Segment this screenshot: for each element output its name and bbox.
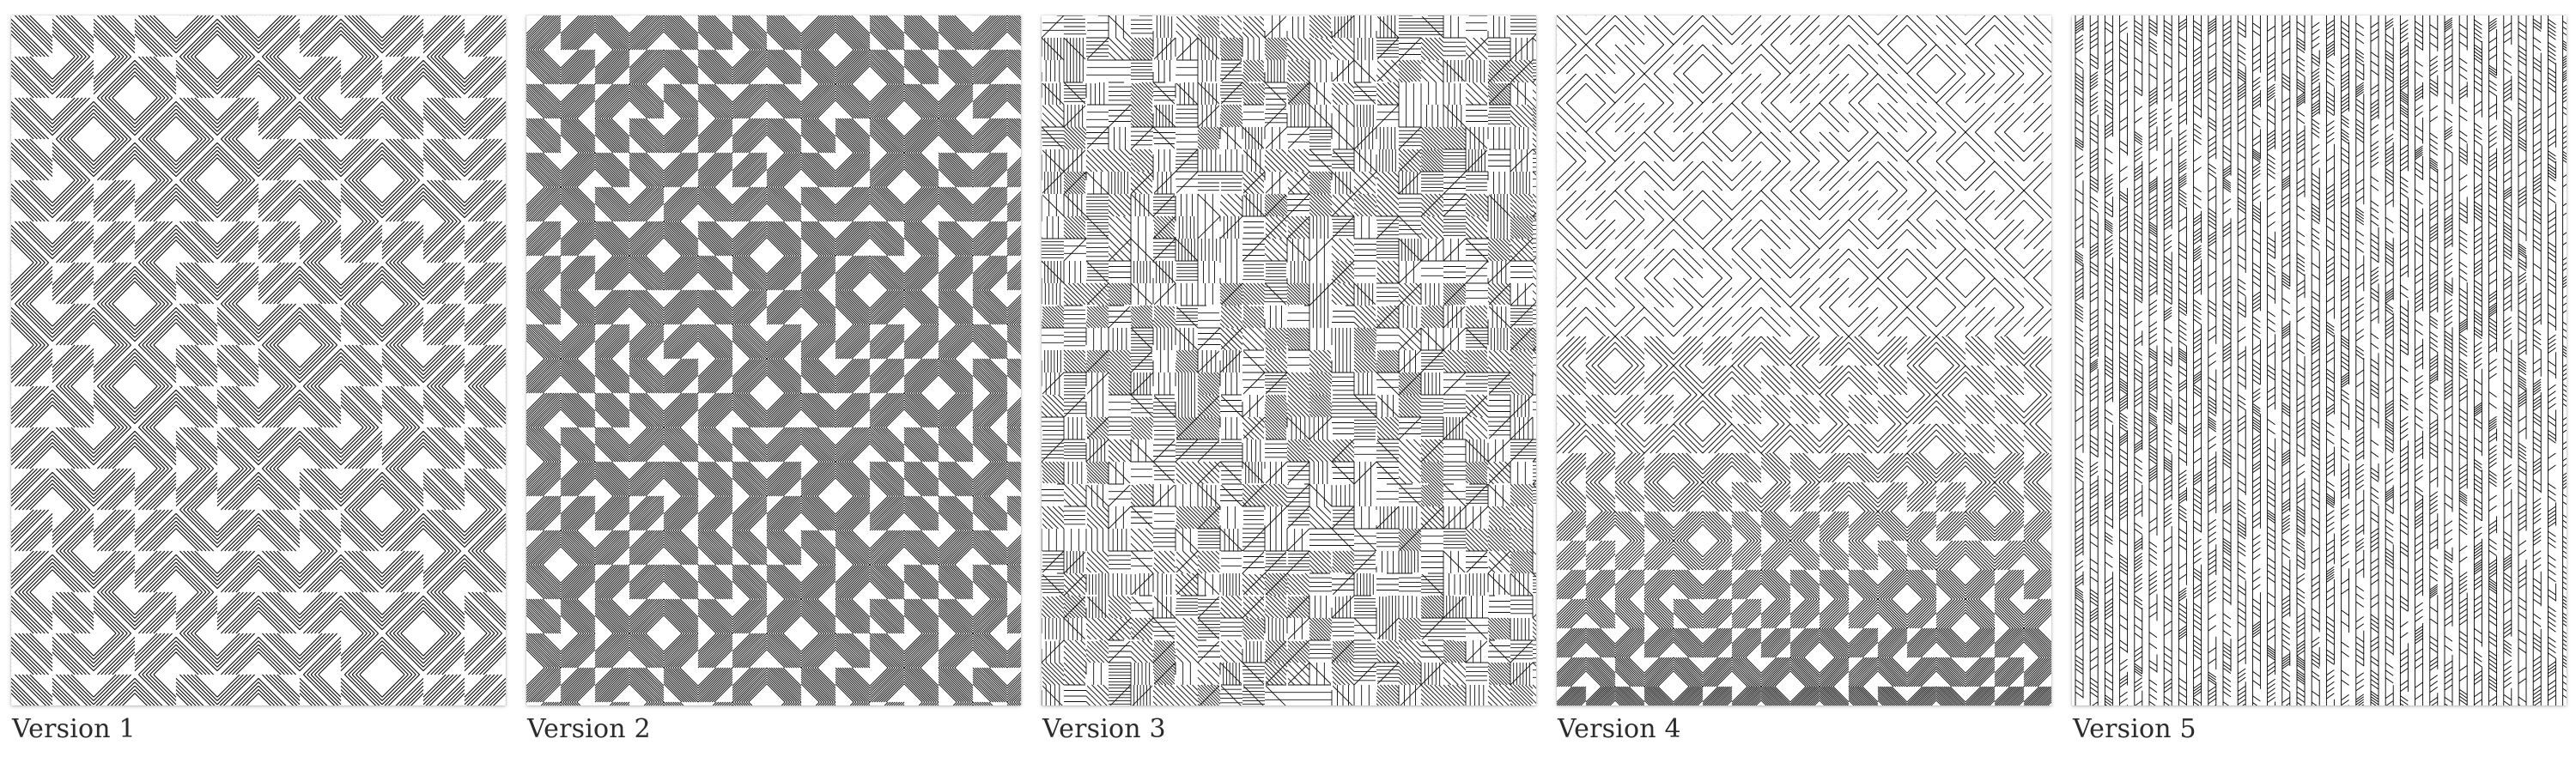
version-card-1[interactable]: Version 1: [0, 0, 515, 757]
maze-line: [526, 15, 1021, 706]
version-4-caption: Version 4: [1558, 714, 1681, 744]
maze-pattern-image: [2075, 15, 2567, 706]
version-3-artwork[interactable]: [1042, 15, 1536, 706]
maze-line: [1557, 15, 2051, 706]
version-1-artwork[interactable]: [11, 15, 506, 706]
version-card-4[interactable]: Version 4: [1546, 0, 2061, 757]
version-5-caption: Version 5: [2073, 714, 2196, 744]
maze-pattern-image: [1557, 15, 2051, 706]
maze-pattern-image: [526, 15, 1021, 706]
maze-line: [1042, 15, 1536, 706]
version-4-artwork[interactable]: [1557, 15, 2051, 706]
version-card-3[interactable]: Version 3: [1030, 0, 1546, 757]
maze-pattern-image: [1042, 15, 1536, 706]
version-2-caption: Version 2: [527, 714, 651, 744]
version-card-5[interactable]: Version 5: [2061, 0, 2576, 757]
version-card-2[interactable]: Version 2: [515, 0, 1030, 757]
version-1-caption: Version 1: [12, 714, 136, 744]
version-5-artwork[interactable]: [2072, 15, 2567, 706]
maze-line: [11, 15, 506, 706]
maze-pattern-image: [11, 15, 506, 706]
maze-line: [2075, 15, 2567, 706]
version-3-caption: Version 3: [1042, 714, 1166, 744]
version-2-artwork[interactable]: [526, 15, 1021, 706]
maze-line: [1042, 15, 1536, 706]
maze-line: [1042, 15, 1536, 706]
